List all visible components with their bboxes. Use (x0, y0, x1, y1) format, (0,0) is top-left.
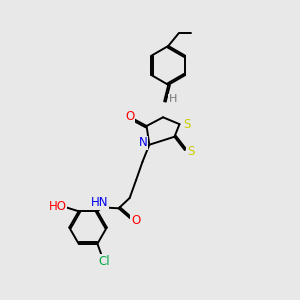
Text: O: O (125, 110, 134, 123)
Text: O: O (131, 214, 140, 227)
Text: Cl: Cl (98, 255, 110, 268)
Text: HN: HN (91, 196, 109, 209)
Text: S: S (183, 118, 190, 131)
Text: H: H (169, 94, 177, 104)
Text: HO: HO (48, 200, 66, 212)
Text: S: S (187, 145, 194, 158)
Text: N: N (139, 136, 147, 149)
